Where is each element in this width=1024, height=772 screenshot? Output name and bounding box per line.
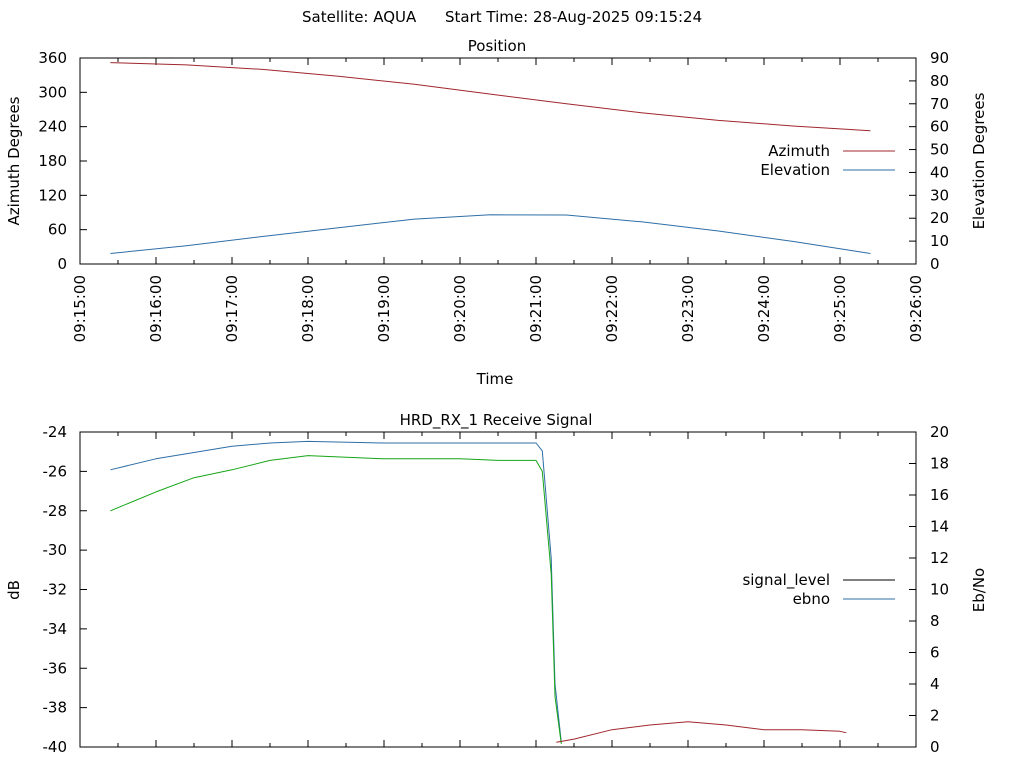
position-series <box>110 62 871 254</box>
y-tick-label: -34 <box>43 620 68 638</box>
y-tick-label: -36 <box>43 659 68 677</box>
x-tick-label: 09:22:00 <box>603 275 621 342</box>
y-tick-label: -26 <box>43 462 68 480</box>
y-tick-label: -30 <box>43 541 68 559</box>
y2-tick-label: 20 <box>930 209 949 227</box>
y2-tick-label: 10 <box>930 232 949 250</box>
legend-signal-level-label: signal_level <box>742 571 830 590</box>
x-tick-label: 09:26:00 <box>907 275 925 342</box>
receive-signal-series <box>110 440 847 744</box>
x-tick-label: 09:19:00 <box>375 275 393 342</box>
position-y2-axis-label: Elevation Degrees <box>970 92 988 229</box>
y2-tick-label: 70 <box>930 95 949 113</box>
position-y-tick-labels: 0 60 120 180 240 300 360 <box>38 49 67 273</box>
y2-tick-label: 16 <box>930 486 949 504</box>
x-tick-label: 09:20:00 <box>451 275 469 342</box>
start-time-label: Start Time: 28-Aug-2025 09:15:24 <box>445 8 702 26</box>
x-tick-label: 09:16:00 <box>147 275 165 342</box>
x-tick-label: 09:25:00 <box>831 275 849 342</box>
y2-tick-label: 40 <box>930 163 949 181</box>
y2-tick-label: 90 <box>930 49 949 67</box>
receive-signal-ticks <box>79 431 917 748</box>
y-tick-label: -40 <box>43 738 68 756</box>
position-plot-frame <box>79 57 917 265</box>
series-3-line <box>556 721 847 743</box>
position-y-axis-label: Azimuth Degrees <box>5 96 23 225</box>
y2-tick-label: 50 <box>930 141 949 159</box>
y2-tick-label: 8 <box>930 612 940 630</box>
y-tick-label: 360 <box>38 49 67 67</box>
y2-tick-label: 2 <box>930 707 940 725</box>
receive-signal-title: HRD_RX_1 Receive Signal <box>400 411 593 430</box>
legend-azimuth-label: Azimuth <box>768 142 830 160</box>
receive-signal-plot-frame <box>79 431 917 748</box>
x-tick-label: 09:15:00 <box>71 275 89 342</box>
y-tick-label: -32 <box>43 581 68 599</box>
y-tick-label: -38 <box>43 699 68 717</box>
y2-tick-label: 10 <box>930 581 949 599</box>
receive-signal-y2-tick-labels: 0 2 4 6 8 10 12 14 16 18 20 <box>930 423 949 756</box>
receive-signal-legend: signal_level ebno <box>742 571 895 608</box>
y-tick-label: 0 <box>57 255 67 273</box>
y2-tick-label: 14 <box>930 518 949 536</box>
y-tick-label: -24 <box>43 423 68 441</box>
x-tick-label: 09:24:00 <box>755 275 773 342</box>
y2-tick-label: 4 <box>930 675 940 693</box>
position-chart: Position 0 60 120 180 240 300 360 0 10 20 30 40 50 6… <box>5 37 988 388</box>
y-tick-label: -28 <box>43 502 68 520</box>
receive-signal-y-axis-label: dB <box>5 580 23 600</box>
position-x-tick-labels: 09:15:00 09:16:00 09:17:00 09:18:00 09:19:00… <box>71 275 925 342</box>
y2-tick-label: 12 <box>930 549 949 567</box>
y-tick-label: 120 <box>38 186 67 204</box>
y2-tick-label: 30 <box>930 186 949 204</box>
y2-tick-label: 20 <box>930 423 949 441</box>
y2-tick-label: 60 <box>930 118 949 136</box>
position-x-axis-label: Time <box>476 370 514 388</box>
y2-tick-label: 18 <box>930 455 949 473</box>
receive-signal-y-tick-labels: -24 -26 -28 -30 -32 -34 -36 -38 -40 <box>43 423 68 756</box>
position-title: Position <box>468 37 526 55</box>
Elevation-line <box>110 214 871 254</box>
y2-tick-label: 0 <box>930 738 940 756</box>
legend-elevation-label: Elevation <box>760 161 830 179</box>
x-tick-label: 09:21:00 <box>527 275 545 342</box>
x-tick-label: 09:23:00 <box>679 275 697 342</box>
satellite-label: Satellite: AQUA <box>302 8 417 26</box>
x-tick-label: 09:17:00 <box>223 275 241 342</box>
ebno-line <box>110 440 562 743</box>
legend-ebno-label: ebno <box>793 590 830 608</box>
receive-signal-y2-axis-label: Eb/No <box>970 568 988 612</box>
y-tick-label: 240 <box>38 118 67 136</box>
receive-signal-chart: HRD_RX_1 Receive Signal -24-26-28-30-32-… <box>5 411 988 756</box>
y-tick-label: 60 <box>48 221 67 239</box>
y-tick-label: 300 <box>38 83 67 101</box>
Azimuth-line <box>110 62 871 132</box>
x-tick-label: 09:18:00 <box>299 275 317 342</box>
position-y2-tick-labels: 0 10 20 30 40 50 60 70 80 90 <box>930 49 949 273</box>
y2-tick-label: 6 <box>930 644 940 662</box>
y2-tick-label: 80 <box>930 72 949 90</box>
series-2-line <box>110 455 562 744</box>
y-tick-label: 180 <box>38 152 67 170</box>
position-legend: Azimuth Elevation <box>760 142 895 179</box>
y2-tick-label: 0 <box>930 255 940 273</box>
